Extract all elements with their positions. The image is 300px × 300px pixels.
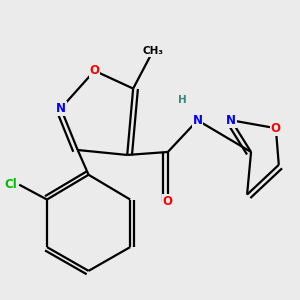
Text: N: N — [193, 114, 202, 127]
Text: Cl: Cl — [4, 178, 17, 191]
Text: N: N — [226, 114, 236, 127]
Text: N: N — [56, 102, 66, 115]
Text: CH₃: CH₃ — [142, 46, 164, 56]
Text: H: H — [178, 95, 187, 106]
Text: O: O — [163, 195, 173, 208]
Text: O: O — [89, 64, 100, 77]
Text: O: O — [271, 122, 281, 135]
